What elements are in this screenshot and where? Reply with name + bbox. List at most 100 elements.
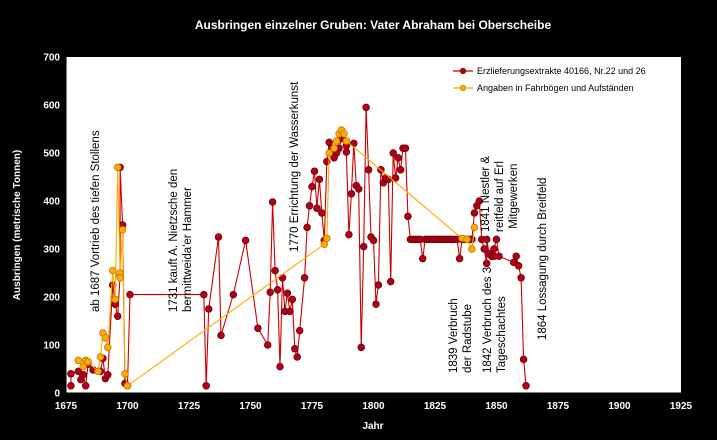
series-2: [74, 126, 479, 390]
series-1-point: [345, 230, 353, 239]
series-1-point: [283, 289, 292, 297]
series-1-point: [313, 204, 321, 212]
series-1-point: [254, 324, 262, 332]
series-2-point: [94, 367, 102, 376]
series-2-point: [113, 163, 122, 172]
annotation-1842-line2: Tageschachtes: [496, 296, 508, 373]
series-1-point: [384, 175, 393, 184]
series-1-point: [354, 185, 363, 193]
legend: Erzlieferungsextrakte 40166, Nr.22 und 2…: [453, 66, 646, 93]
annotation-1731-line2: bermittweida'er Hammer: [182, 187, 194, 312]
y-tick-label: 600: [43, 101, 60, 112]
series-1: [67, 103, 530, 390]
x-tick-label: 1725: [178, 401, 201, 412]
series-1-point: [308, 182, 316, 191]
x-tick-label: 1900: [608, 401, 631, 412]
series-layer: [67, 103, 530, 390]
series-2-point: [332, 137, 341, 145]
legend-series2-marker: [459, 84, 467, 92]
annotation-1841-line3: Mitgewerken: [508, 164, 520, 232]
series-1-point: [394, 154, 402, 162]
series-1-point: [200, 290, 208, 299]
series-1-point: [514, 262, 523, 270]
series-1-point: [204, 305, 213, 313]
series-2-point: [121, 370, 129, 378]
series-1-point: [295, 326, 304, 335]
series-1-point: [364, 166, 373, 174]
series-1-point: [396, 166, 405, 174]
series-1-point: [273, 286, 282, 294]
series-1-point: [271, 266, 279, 275]
series-1-point: [480, 245, 488, 253]
series-2-point: [342, 137, 351, 145]
series-2-point: [468, 245, 476, 253]
series-1-point: [229, 290, 238, 299]
series-1-point: [266, 288, 274, 296]
series-1-point: [79, 371, 87, 379]
series-2-point: [116, 274, 124, 282]
series-1-point: [519, 355, 528, 364]
series-1-point: [362, 103, 370, 112]
series-2-point: [111, 295, 119, 304]
series-2-point: [79, 362, 87, 371]
series-2-point: [74, 356, 83, 365]
series-2-point: [470, 223, 479, 232]
annotation-1841: 1841 Nestler & reitfeld auf Erl Mitgewer…: [480, 153, 520, 232]
series-1-point: [286, 307, 294, 316]
series-1-point: [404, 212, 412, 221]
x-tick-label: 1850: [485, 401, 508, 412]
annotation-1770: 1770 Errichtung der Wasserkunst: [289, 81, 301, 252]
series-1-point: [67, 370, 75, 378]
axis-ticks: 1675 1700 1725 1750 1775 1800 1825 1850 1875 1900…: [43, 53, 692, 413]
annotation-1731-line1: 1731 kauft A. Nietzsche den: [168, 166, 180, 312]
annotation-1841-line1: 1841 Nestler &: [480, 153, 492, 232]
series-1-point: [357, 343, 365, 352]
series-1-point: [67, 382, 75, 390]
series-1-point: [318, 209, 326, 217]
series-1-point: [482, 235, 491, 244]
series-1-point: [470, 209, 479, 217]
series-1-point: [303, 223, 311, 232]
series-2-point: [340, 130, 348, 138]
series-1-point: [268, 198, 277, 206]
series-1-point: [214, 233, 223, 241]
series-1-point: [291, 345, 299, 353]
series-2-point: [104, 343, 112, 352]
x-tick-label: 1925: [670, 401, 693, 412]
series-1-point: [202, 382, 210, 390]
series-1-point: [369, 236, 378, 245]
y-tick-label: 400: [43, 197, 60, 208]
annotation-1841-line2: reitfeld auf Erl: [494, 161, 506, 232]
y-axis-label: Ausbringen (metrische Tonnen): [12, 150, 23, 300]
annotation-1687: ab 1687 Vortrieb des tiefen Stollens: [90, 130, 102, 312]
series-1-point: [374, 281, 383, 289]
series-1-point: [305, 202, 314, 210]
y-tick-label: 200: [43, 293, 60, 304]
x-tick-label: 1675: [55, 401, 78, 412]
plot-area: [66, 57, 681, 393]
series-2-point: [330, 144, 338, 152]
series-1-point: [217, 331, 225, 340]
series-1-point: [475, 197, 484, 205]
series-1-point: [359, 242, 368, 251]
series-1-point: [401, 144, 410, 152]
y-tick-label: 300: [43, 245, 60, 256]
series-1-point: [300, 274, 309, 282]
series-2-point: [101, 334, 110, 342]
series-1-point: [372, 300, 380, 308]
annotation-1839-line2: der Radstube: [462, 304, 474, 373]
series-1-point: [495, 252, 503, 260]
svg-text:1731 kauft A. Nietzsche den be: 1731 kauft A. Nietzsche den bermittweida…: [168, 166, 194, 312]
x-tick-label: 1800: [362, 401, 385, 412]
series-2-point: [325, 149, 333, 157]
series-2-point: [96, 353, 105, 361]
series-1-point: [482, 259, 491, 268]
x-axis-label: Jahr: [362, 421, 383, 432]
series-1-point: [455, 254, 464, 263]
annotation-1839: 1839 Verbruch der Radstube: [448, 298, 474, 373]
series-2-point: [108, 266, 117, 275]
y-tick-label: 500: [43, 149, 60, 160]
series-1-point: [342, 148, 351, 156]
x-tick-label: 1750: [239, 401, 262, 412]
